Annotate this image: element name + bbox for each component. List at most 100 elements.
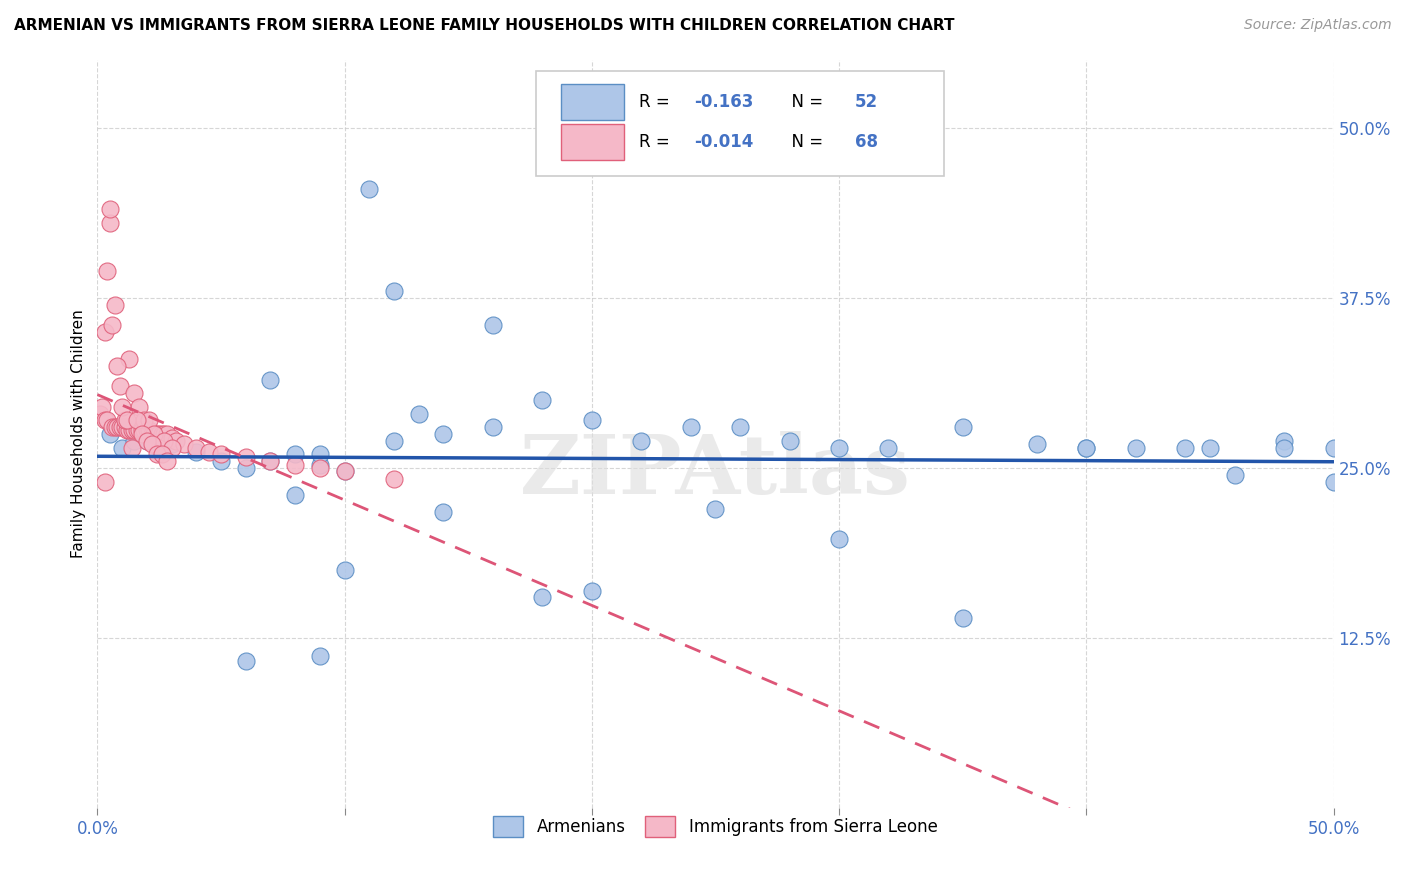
Point <box>432 505 454 519</box>
Point <box>1322 475 1344 489</box>
Point <box>114 413 136 427</box>
Point <box>111 400 134 414</box>
Point <box>148 441 170 455</box>
Point <box>141 427 163 442</box>
Point <box>148 427 170 442</box>
Point <box>877 441 900 455</box>
Point <box>96 413 118 427</box>
Point <box>128 423 150 437</box>
Text: ZIPAtlas: ZIPAtlas <box>520 432 911 511</box>
Point <box>186 444 208 458</box>
Point <box>153 427 176 442</box>
Point <box>581 583 603 598</box>
Point <box>1125 441 1147 455</box>
Point <box>408 407 430 421</box>
Point <box>828 532 851 546</box>
Point <box>124 434 146 448</box>
Point <box>145 427 167 442</box>
Point <box>259 454 281 468</box>
Point <box>91 400 114 414</box>
Point <box>114 420 136 434</box>
Text: Source: ZipAtlas.com: Source: ZipAtlas.com <box>1244 18 1392 32</box>
Point <box>284 488 307 502</box>
Point <box>143 427 166 442</box>
Point <box>111 420 134 434</box>
Point <box>131 427 153 442</box>
Point <box>155 427 177 442</box>
Point <box>145 447 167 461</box>
Point <box>531 392 554 407</box>
Point <box>131 423 153 437</box>
Point <box>308 461 330 475</box>
Point <box>125 413 148 427</box>
Text: N =: N = <box>780 133 828 151</box>
Point <box>118 423 141 437</box>
Point <box>94 325 117 339</box>
Point <box>166 434 188 448</box>
Legend: Armenians, Immigrants from Sierra Leone: Armenians, Immigrants from Sierra Leone <box>485 808 946 845</box>
Point <box>115 423 138 437</box>
Point <box>728 420 751 434</box>
Point <box>121 441 143 455</box>
Point <box>333 563 356 577</box>
FancyBboxPatch shape <box>561 124 624 160</box>
Y-axis label: Family Households with Children: Family Households with Children <box>72 310 86 558</box>
Point <box>1272 434 1295 448</box>
Text: R =: R = <box>638 133 675 151</box>
Point <box>1076 441 1098 455</box>
Point <box>155 454 177 468</box>
Point <box>153 434 176 448</box>
Point <box>679 420 702 434</box>
Point <box>235 450 257 465</box>
Point <box>382 472 405 486</box>
Point <box>1322 441 1344 455</box>
Point <box>118 352 141 367</box>
Point <box>1076 441 1098 455</box>
Point <box>138 423 160 437</box>
Text: 68: 68 <box>855 133 879 151</box>
Point <box>209 447 232 461</box>
Point <box>482 420 505 434</box>
Point <box>98 427 121 442</box>
Point <box>108 379 131 393</box>
Point <box>828 441 851 455</box>
Text: 52: 52 <box>855 93 879 111</box>
Point <box>186 441 208 455</box>
Point <box>135 434 157 448</box>
Point <box>259 373 281 387</box>
Point <box>89 407 111 421</box>
Point <box>1223 467 1246 482</box>
Point <box>160 441 183 455</box>
Point <box>259 454 281 468</box>
Point <box>308 447 330 461</box>
Text: N =: N = <box>780 93 828 111</box>
Point <box>141 436 163 450</box>
Point <box>197 444 219 458</box>
Point <box>482 318 505 332</box>
Point <box>382 284 405 298</box>
Point <box>104 420 127 434</box>
Text: ARMENIAN VS IMMIGRANTS FROM SIERRA LEONE FAMILY HOUSEHOLDS WITH CHILDREN CORRELA: ARMENIAN VS IMMIGRANTS FROM SIERRA LEONE… <box>14 18 955 33</box>
Point <box>94 413 117 427</box>
Point <box>382 434 405 448</box>
Point <box>121 423 143 437</box>
Point <box>284 447 307 461</box>
Point <box>115 413 138 427</box>
Point <box>173 436 195 450</box>
Point <box>96 263 118 277</box>
FancyBboxPatch shape <box>561 84 624 120</box>
Point <box>124 386 146 401</box>
Point <box>125 423 148 437</box>
Point <box>101 420 124 434</box>
Point <box>160 436 183 450</box>
Point <box>105 420 128 434</box>
Point <box>308 648 330 663</box>
Point <box>134 423 156 437</box>
Point <box>704 502 727 516</box>
Point <box>98 216 121 230</box>
Point <box>333 464 356 478</box>
Point <box>1199 441 1222 455</box>
Point <box>94 475 117 489</box>
Point <box>148 441 170 455</box>
Point <box>111 441 134 455</box>
